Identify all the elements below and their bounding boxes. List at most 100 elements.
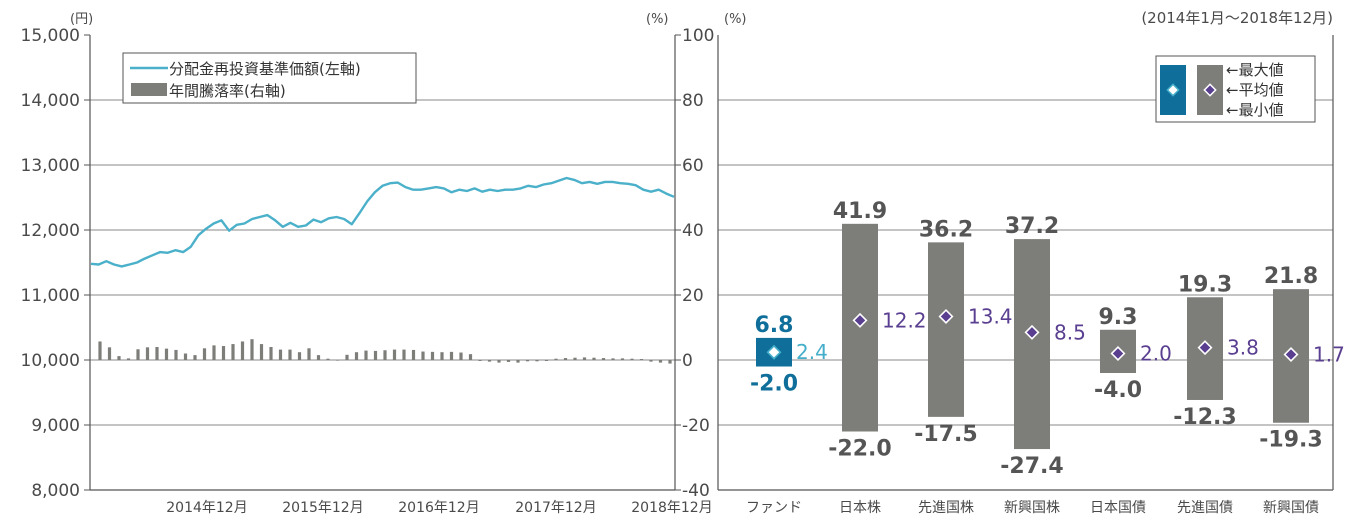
average-marker <box>1024 324 1040 340</box>
annual-return-bar <box>383 350 387 360</box>
annual-return-bar <box>164 348 169 360</box>
legend-max-label: ←最大値 <box>1226 61 1284 79</box>
x-tick-label: 2014年12月 <box>166 500 247 516</box>
category-label: 先進国債 <box>1177 500 1233 516</box>
avg-value-label: 8.5 <box>1054 320 1086 344</box>
min-value-label: -17.5 <box>914 422 977 447</box>
annual-return-bar <box>392 349 397 360</box>
avg-value-label: 3.8 <box>1227 336 1259 360</box>
annual-return-bar <box>430 351 435 360</box>
pct-tick-label: -20 <box>682 416 710 436</box>
annual-return-bar <box>126 358 131 360</box>
avg-value-label: 13.4 <box>968 304 1013 328</box>
annual-return-bar <box>611 358 615 360</box>
annual-return-bar <box>402 349 406 360</box>
min-value-label: -12.3 <box>1173 405 1236 430</box>
annual-return-bar <box>411 349 416 360</box>
annual-return-bar <box>582 357 587 360</box>
left-y-tick-label: 15,000 <box>21 26 80 46</box>
annual-return-bar <box>421 351 425 360</box>
avg-value-label: 1.7 <box>1313 342 1345 366</box>
range-bars <box>756 223 1309 450</box>
category-label: 先進国株 <box>918 500 974 516</box>
annual-return-bar <box>497 360 501 363</box>
period-subtitle: (2014年1月〜2018年12月) <box>1141 9 1333 27</box>
x-tick-labels: 2014年12月 2015年12月 2016年12月 2017年12月 2018年12月 <box>166 500 712 516</box>
average-marker <box>938 308 954 324</box>
max-value-label: 9.3 <box>1099 305 1138 330</box>
left-y-tick-label: 12,000 <box>21 221 80 241</box>
x-tick-label: 2018年12月 <box>631 500 712 516</box>
left-y-tick-label: 13,000 <box>21 156 80 176</box>
min-value-label: -4.0 <box>1094 378 1142 403</box>
category-label: 新興国債 <box>1263 500 1319 516</box>
left-y-tick-label: 14,000 <box>21 91 80 111</box>
annual-return-bar <box>516 360 520 363</box>
annual-return-bar <box>117 356 121 360</box>
average-marker <box>1283 346 1299 362</box>
annual-return-bar <box>364 350 368 360</box>
left-axis-unit: (円) <box>70 12 93 27</box>
annual-return-bar <box>297 352 302 360</box>
max-value-label: 41.9 <box>833 199 887 224</box>
right-panel-unit: (%) <box>724 12 747 27</box>
annual-return-bar <box>250 339 254 360</box>
annual-return-bar <box>155 347 159 360</box>
legend-nav-label: 分配金再投資基準価額(左軸) <box>169 60 361 78</box>
annual-return-bar <box>183 353 188 360</box>
left-y-tick-labels: 15,000 14,000 13,000 12,000 11,000 10,000 9,00… <box>21 26 80 501</box>
category-label: 新興国株 <box>1004 500 1060 516</box>
left-legend: 分配金再投資基準価額(左軸) 年間騰落率(右軸) <box>122 52 417 104</box>
range-bar <box>928 242 964 417</box>
annual-return-bar <box>544 360 549 361</box>
annual-return-bar <box>630 358 634 360</box>
avg-value-label: 2.4 <box>796 340 828 364</box>
annual-return-bar <box>573 357 577 360</box>
annual-return-bar <box>639 359 644 360</box>
annual-return-bar <box>288 349 292 360</box>
min-value-label: -2.0 <box>750 372 798 397</box>
category-label: 日本国債 <box>1090 500 1146 516</box>
pct-tick-label: 60 <box>682 156 704 176</box>
max-value-label: 37.2 <box>1005 214 1059 239</box>
pct-tick-label: -40 <box>682 481 710 501</box>
legend-min-label: ←最小値 <box>1226 101 1284 119</box>
annual-return-bar <box>259 344 264 360</box>
max-value-label: 6.8 <box>755 313 794 338</box>
x-tick-label: 2017年12月 <box>515 500 596 516</box>
legend-box <box>122 52 417 104</box>
range-value-labels: 6.8 -2.0 2.4 41.9 -22.0 12.2 36.2 -17.5 13.4 37.2… <box>750 199 1345 479</box>
average-marker <box>1110 346 1126 361</box>
annual-return-bar <box>307 348 311 360</box>
annual-return-bar <box>354 352 359 360</box>
min-value-label: -19.3 <box>1259 428 1322 453</box>
range-bar <box>1014 239 1050 450</box>
annual-return-bar <box>231 344 235 360</box>
max-value-label: 21.8 <box>1264 264 1318 289</box>
pct-tick-label: 20 <box>682 286 704 306</box>
annual-return-bars <box>98 339 672 364</box>
average-marker <box>852 312 868 328</box>
annual-return-bar <box>212 345 216 360</box>
left-y-tick-label: 11,000 <box>21 286 80 306</box>
left-y-tick-label: 9,000 <box>31 416 80 436</box>
annual-return-bar <box>592 357 596 360</box>
annual-return-bar <box>535 360 539 362</box>
legend-fund-marker <box>1166 83 1180 97</box>
annual-return-bar <box>202 348 207 360</box>
right-axis-unit: (%) <box>646 12 669 27</box>
category-label: 日本株 <box>839 500 881 516</box>
average-marker <box>1197 340 1213 356</box>
annual-return-bar <box>563 358 568 360</box>
annual-return-bar <box>478 360 482 361</box>
range-legend: ←最大値 ←平均値 ←最小値 <box>1155 55 1316 123</box>
pct-tick-label: 40 <box>682 221 704 241</box>
annual-return-bar <box>658 360 663 363</box>
min-value-label: -27.4 <box>1000 454 1063 479</box>
annual-return-bar <box>221 346 226 360</box>
pct-tick-label: 80 <box>682 91 704 111</box>
left-y-tick-label: 8,000 <box>31 481 80 501</box>
max-value-label: 19.3 <box>1178 272 1232 297</box>
legend-avg-marker <box>1203 83 1217 97</box>
annual-return-bar <box>601 358 606 360</box>
